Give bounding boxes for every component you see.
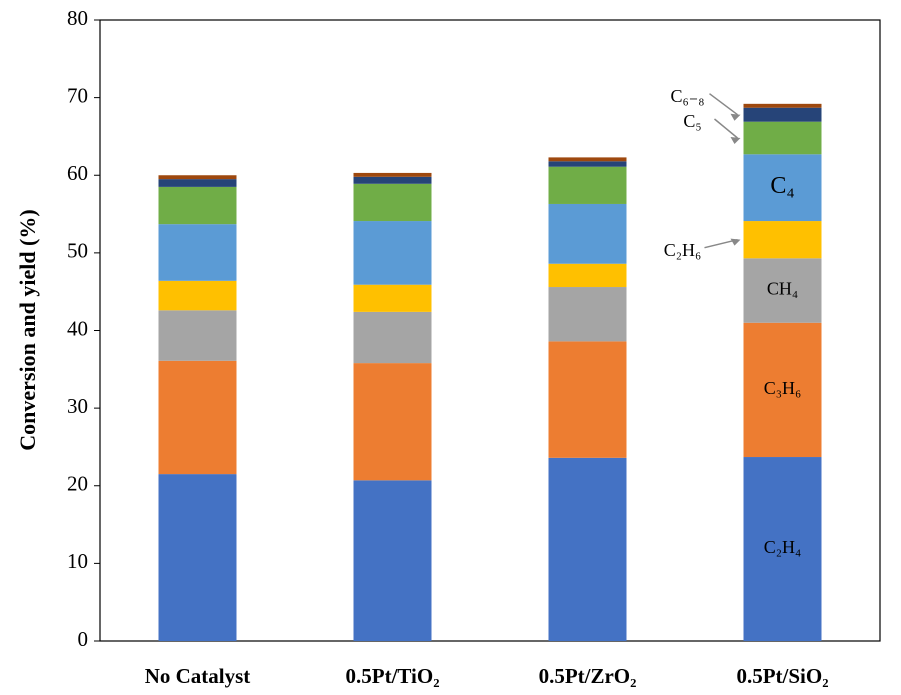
bar-segment (549, 287, 627, 341)
bar-segment (159, 224, 237, 281)
bar-segment (159, 474, 237, 641)
bar-segment (159, 179, 237, 187)
bar-segment (354, 480, 432, 641)
bar-segment (354, 177, 432, 184)
series-label: C₃H₆ (764, 378, 802, 398)
bar-segment (354, 173, 432, 177)
bar-segment (354, 363, 432, 480)
y-tick-label: 70 (67, 83, 88, 107)
bar-segment (159, 187, 237, 224)
series-label: C₅ (683, 111, 701, 131)
bar-segment (549, 341, 627, 457)
bar-segment (354, 285, 432, 312)
y-tick-label: 10 (67, 549, 88, 573)
x-tick-label: 0.5Pt/TiO₂ (346, 664, 440, 688)
x-tick-label: 0.5Pt/SiO₂ (736, 664, 828, 688)
x-tick-label: No Catalyst (145, 664, 251, 688)
annotation-arrow (710, 94, 738, 115)
bar-segment (549, 204, 627, 264)
annotation-arrowhead (731, 114, 741, 121)
bar-segment (159, 281, 237, 310)
bar-segment (744, 122, 822, 155)
series-label: C₂H₆ (664, 240, 702, 260)
series-label: C₄ (770, 173, 794, 199)
y-tick-label: 20 (67, 472, 88, 496)
bar-segment (354, 221, 432, 285)
y-tick-label: 50 (67, 239, 88, 263)
y-tick-label: 80 (67, 6, 88, 30)
bar-segment (159, 175, 237, 179)
y-tick-label: 0 (78, 627, 89, 651)
bar-segment (354, 312, 432, 363)
bar-segment (549, 161, 627, 166)
y-tick-label: 60 (67, 161, 88, 185)
bar-segment (549, 167, 627, 204)
y-tick-label: 40 (67, 316, 88, 340)
annotation-arrowhead (731, 239, 741, 246)
y-axis-label: Conversion and yield (%) (15, 209, 40, 450)
bar-segment (744, 108, 822, 122)
bar-segment (549, 458, 627, 641)
bar-segment (354, 184, 432, 221)
bar-segment (744, 104, 822, 108)
bar-segment (159, 310, 237, 360)
bar-segment (549, 157, 627, 161)
chart: Conversion and yield (%) 0 10 20 30 40 50 60 70… (0, 0, 901, 695)
bar-segment (549, 264, 627, 287)
series-label: C₆₋₈ (670, 86, 704, 106)
series-label: C₂H₄ (764, 537, 802, 557)
y-tick-label: 30 (67, 394, 88, 418)
annotation-arrow (715, 119, 738, 138)
series-label: CH₄ (767, 279, 798, 299)
x-tick-label: 0.5Pt/ZrO₂ (539, 664, 637, 688)
bar-segment (159, 361, 237, 474)
annotation-arrowhead (731, 137, 741, 144)
bar-segment (744, 221, 822, 258)
